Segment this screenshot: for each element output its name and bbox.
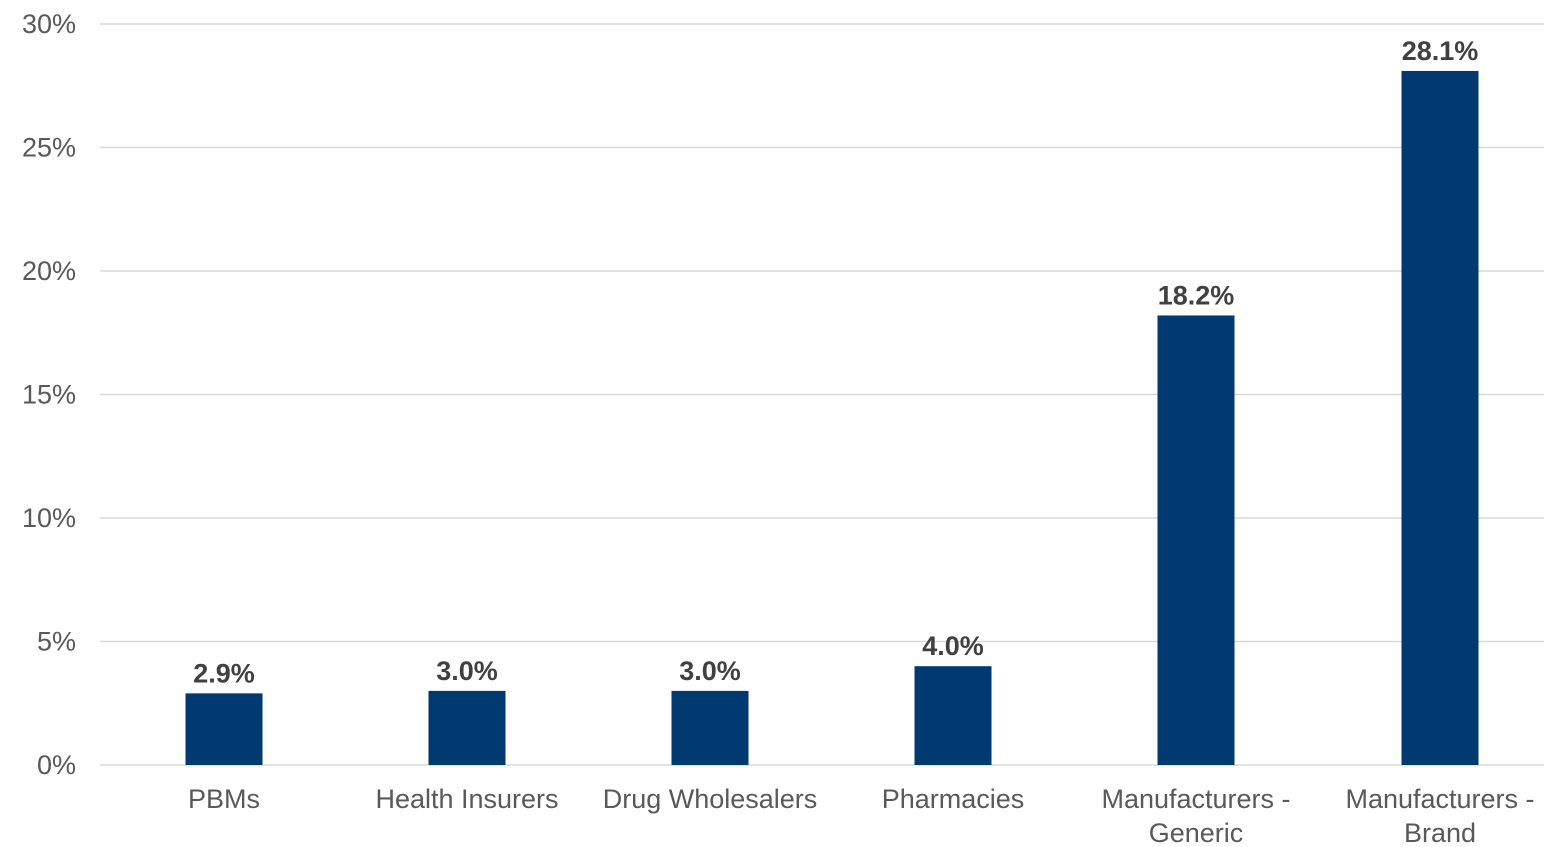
y-tick-label: 15% (22, 380, 76, 410)
x-category-label: PBMs (188, 784, 260, 814)
bar (1157, 315, 1235, 765)
bar (1401, 70, 1479, 766)
y-tick-label: 20% (22, 256, 76, 286)
y-tick-label: 0% (37, 750, 76, 780)
data-label: 28.1% (1402, 36, 1479, 66)
x-category-label: Manufacturers -Brand (1345, 784, 1534, 847)
y-tick-label: 30% (22, 9, 76, 39)
data-label: 4.0% (922, 631, 984, 661)
bar (671, 690, 749, 765)
data-label: 3.0% (436, 656, 498, 686)
x-category-label: Health Insurers (375, 784, 558, 814)
x-axis-categories: PBMs Health Insurers Drug Wholesalers Pharm… (188, 784, 1535, 847)
data-label: 18.2% (1158, 280, 1235, 310)
bars (185, 70, 1479, 766)
data-label: 2.9% (193, 658, 255, 688)
data-label: 3.0% (679, 656, 741, 686)
y-tick-label: 5% (37, 627, 76, 657)
data-labels: 2.9% 3.0% 3.0% 4.0% 18.2% 28.1% (193, 36, 1478, 688)
x-category-label: Pharmacies (882, 784, 1025, 814)
bar (428, 690, 506, 765)
x-category-label: Drug Wholesalers (603, 784, 818, 814)
bar (185, 693, 263, 765)
x-category-label: Manufacturers -Generic (1101, 784, 1290, 847)
y-axis-ticks: 0% 5% 10% 15% 20% 25% 30% (22, 9, 76, 780)
gridlines (100, 23, 1544, 766)
y-tick-label: 10% (22, 503, 76, 533)
y-tick-label: 25% (22, 133, 76, 163)
bar (914, 666, 992, 765)
